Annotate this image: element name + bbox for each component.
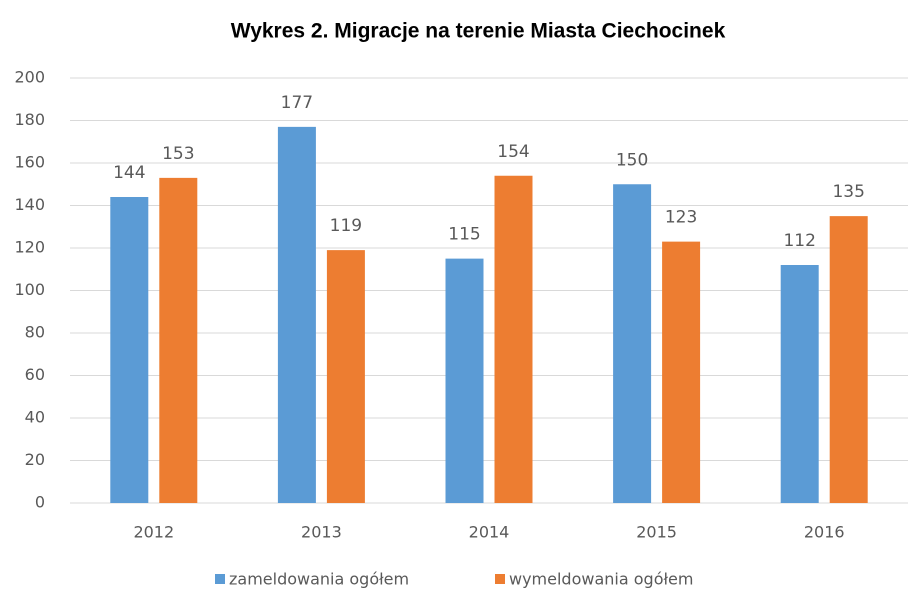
y-tick-label: 140 bbox=[14, 195, 45, 214]
legend-swatch bbox=[215, 574, 225, 584]
data-label: 150 bbox=[616, 150, 648, 170]
x-tick-label: 2012 bbox=[133, 523, 174, 542]
x-tick-label: 2016 bbox=[804, 523, 845, 542]
bar bbox=[326, 250, 365, 503]
data-label: 119 bbox=[330, 216, 362, 236]
x-tick-label: 2015 bbox=[636, 523, 677, 542]
y-tick-label: 20 bbox=[25, 450, 45, 469]
bar bbox=[445, 258, 484, 503]
bar bbox=[613, 184, 652, 503]
data-label: 154 bbox=[497, 142, 529, 162]
bar bbox=[829, 216, 868, 503]
y-tick-label: 40 bbox=[25, 408, 45, 427]
data-label: 153 bbox=[162, 144, 194, 164]
data-label: 112 bbox=[783, 231, 815, 251]
x-tick-label: 2014 bbox=[469, 523, 510, 542]
data-label: 123 bbox=[665, 208, 697, 228]
legend-label: wymeldowania ogółem bbox=[509, 570, 693, 589]
y-tick-label: 160 bbox=[14, 153, 45, 172]
y-tick-label: 100 bbox=[14, 280, 45, 299]
bar bbox=[780, 265, 819, 503]
x-tick-label: 2013 bbox=[301, 523, 342, 542]
y-tick-label: 200 bbox=[14, 68, 45, 87]
legend-swatch bbox=[495, 574, 505, 584]
bar bbox=[277, 126, 316, 503]
y-tick-label: 0 bbox=[35, 493, 45, 512]
data-label: 135 bbox=[832, 182, 864, 202]
data-label: 177 bbox=[281, 93, 313, 113]
bar bbox=[662, 241, 701, 503]
bar bbox=[494, 175, 533, 503]
y-tick-label: 80 bbox=[25, 323, 45, 342]
legend-label: zameldowania ogółem bbox=[229, 570, 409, 589]
data-label: 144 bbox=[113, 163, 145, 183]
data-label: 115 bbox=[448, 225, 480, 245]
y-tick-label: 60 bbox=[25, 365, 45, 384]
chart-title: Wykres 2. Migracje na terenie Miasta Cie… bbox=[231, 20, 726, 43]
bar bbox=[159, 177, 198, 503]
y-tick-label: 120 bbox=[14, 238, 45, 257]
y-tick-label: 180 bbox=[14, 110, 45, 129]
bar bbox=[110, 197, 149, 503]
